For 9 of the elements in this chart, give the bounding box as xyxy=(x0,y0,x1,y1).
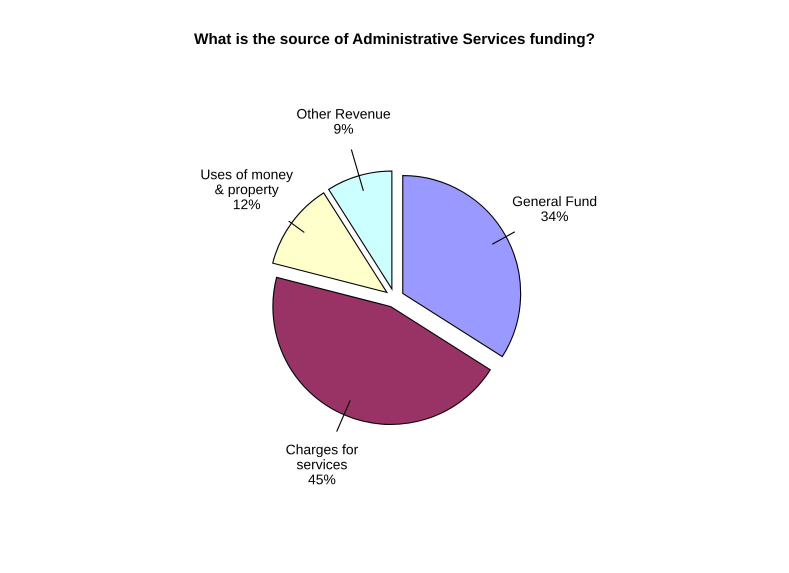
slice-label: Charges for services xyxy=(286,444,358,470)
chart-title: What is the source of Administrative Services funding? xyxy=(194,32,594,48)
slice-label: Other Revenue xyxy=(297,108,390,119)
data-label: 12% xyxy=(234,199,260,210)
slice-label: General Fund xyxy=(512,196,596,206)
slice-label: Uses of money & property xyxy=(201,169,293,198)
data-label: 9% xyxy=(334,124,354,134)
data-label: 45% xyxy=(308,474,336,484)
data-label: 34% xyxy=(541,211,568,222)
